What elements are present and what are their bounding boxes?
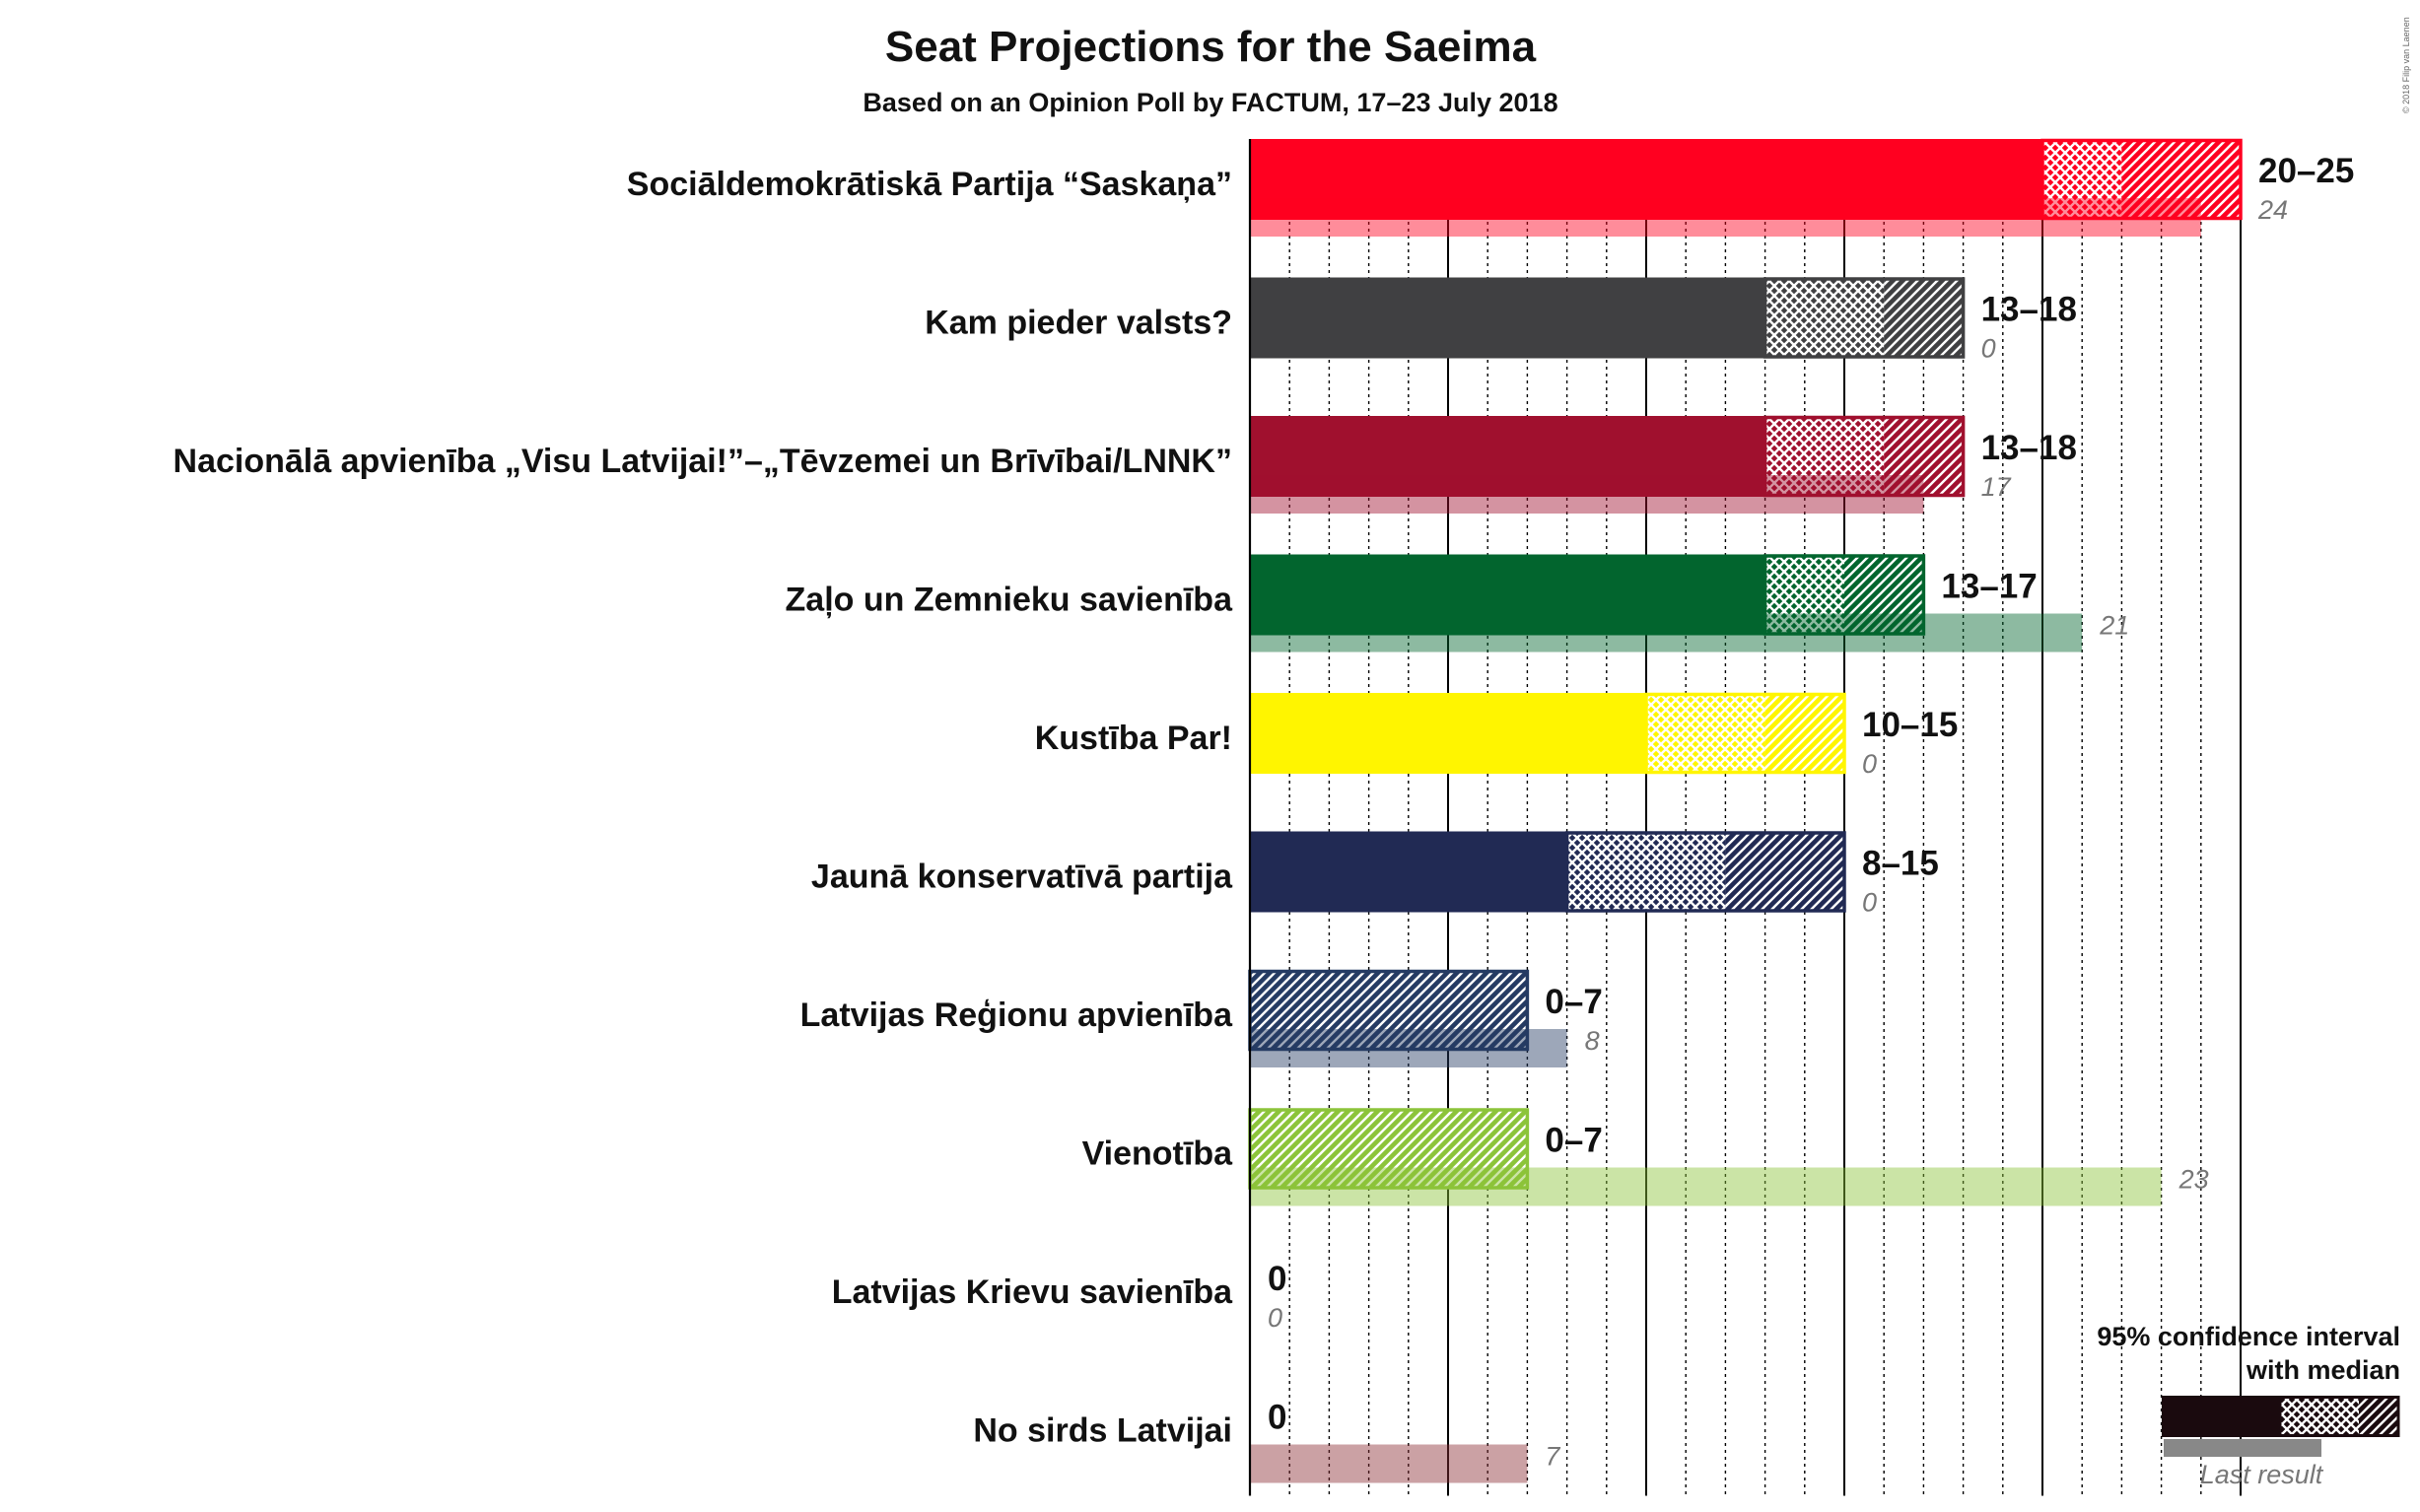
last-result-label: 8 (1585, 1026, 1600, 1056)
party-label: Kustība Par! (1035, 720, 1232, 757)
last-result-label: 7 (1545, 1442, 1560, 1472)
ci-hatch-pattern (1250, 1108, 1528, 1190)
ci-crosshatch-pattern (2042, 139, 2122, 220)
chart-title: Seat Projections for the Saeima (885, 23, 1537, 71)
last-result-bar (1250, 1167, 2162, 1206)
party-label: Jaunā konservatīvā partija (811, 859, 1233, 896)
range-label: 0–7 (1545, 983, 1602, 1021)
ci-outline (1763, 415, 1966, 498)
range-label: 20–25 (2258, 152, 2354, 190)
party-label: No sirds Latvijai (973, 1412, 1232, 1450)
last-result-label: 21 (2099, 611, 2129, 641)
ci-crosshatch-pattern (1566, 831, 1726, 913)
last-result-label: 24 (2257, 195, 2288, 225)
ci-crosshatch-pattern (1764, 554, 1844, 636)
party-rows: Sociāldemokrātiskā Partija “Saskaņa” 20–2… (173, 138, 2354, 1496)
legend-solid-swatch (2162, 1396, 2280, 1437)
party-row: Kustība Par! 10–15 0 (1035, 692, 1958, 779)
legend: 95% confidence interval with median Last… (2097, 1322, 2400, 1489)
party-row: Vienotība 0–7 23 (1082, 1108, 2209, 1206)
party-label: Latvijas Reģionu apvienība (800, 997, 1233, 1034)
range-label: 8–15 (1862, 845, 1939, 883)
ci-crosshatch-pattern (1764, 416, 1885, 497)
party-row: Jaunā konservatīvā partija 8–15 0 (811, 831, 1939, 918)
party-label: Zaļo un Zemnieku savienība (786, 582, 1234, 619)
grid-layer (1249, 139, 2242, 1496)
copyright-notice: © 2018 Filip van Laenen (2401, 17, 2411, 113)
last-result-bar (1250, 1444, 1528, 1483)
last-result-bar (1250, 198, 2201, 237)
range-label: 0 (1268, 1399, 1286, 1437)
party-label: Sociāldemokrātiskā Partija “Saskaņa” (627, 166, 1232, 203)
legend-title-line2: with median (2246, 1355, 2400, 1385)
legend-hatch-pattern (2359, 1396, 2398, 1437)
last-result-bar (1250, 613, 2083, 653)
legend-last-result-swatch (2164, 1439, 2321, 1457)
range-label: 0–7 (1545, 1122, 1602, 1160)
ci-hatch-pattern (1725, 831, 1844, 913)
ci-crosshatch-pattern (1764, 277, 1885, 359)
party-label: Vienotība (1082, 1135, 1233, 1173)
ci-hatch-pattern (1764, 693, 1844, 774)
ci-hatch-pattern (1844, 554, 1924, 636)
ci-outline (1763, 554, 1926, 636)
ci-solid-bar (1250, 693, 1646, 774)
party-label: Kam pieder valsts? (925, 305, 1232, 342)
ci-outline (2040, 138, 2243, 221)
ci-solid-bar (1250, 416, 1765, 497)
last-result-label: 0 (1862, 888, 1877, 918)
last-result-label: 17 (1981, 472, 2012, 502)
range-label: 13–17 (1941, 568, 2037, 606)
legend-crosshatch-pattern (2280, 1396, 2359, 1437)
range-label: 10–15 (1862, 706, 1958, 744)
ci-outline (1564, 831, 1846, 913)
range-label: 13–18 (1981, 291, 2077, 329)
party-row: Latvijas Krievu savienība 0 0 (832, 1260, 1287, 1333)
last-result-label: 0 (1862, 749, 1877, 779)
range-label: 0 (1268, 1260, 1286, 1298)
party-row: Nacionālā apvienība „Visu Latvijai!”–„Tē… (173, 415, 2077, 514)
ci-hatch-pattern (1250, 970, 1528, 1051)
last-result-bar (1250, 475, 1924, 514)
legend-title-line1: 95% confidence interval (2097, 1322, 2400, 1351)
last-result-label: 0 (1981, 334, 1996, 364)
ci-hatch-pattern (1884, 277, 1964, 359)
party-row: Zaļo un Zemnieku savienība 13–17 21 (786, 554, 2129, 653)
party-label: Nacionālā apvienība „Visu Latvijai!”–„Tē… (173, 443, 1232, 480)
party-label: Latvijas Krievu savienība (832, 1273, 1233, 1311)
party-row: No sirds Latvijai 0 7 (973, 1399, 1560, 1483)
chart-subtitle: Based on an Opinion Poll by FACTUM, 17–2… (863, 88, 1557, 117)
ci-outline (1763, 277, 1966, 359)
ci-hatch-pattern (1884, 416, 1964, 497)
legend-ci-outline (2278, 1396, 2400, 1437)
party-row: Sociāldemokrātiskā Partija “Saskaņa” 20–2… (627, 138, 2354, 237)
range-label: 13–18 (1981, 429, 2077, 467)
ci-hatch-pattern (2121, 139, 2241, 220)
party-row: Kam pieder valsts? 13–18 0 (925, 277, 2077, 364)
ci-solid-bar (1250, 831, 1567, 913)
ci-solid-bar (1250, 277, 1765, 359)
ci-crosshatch-pattern (1646, 693, 1765, 774)
ci-outline (1644, 692, 1846, 775)
last-result-label: 0 (1268, 1303, 1282, 1333)
last-result-label: 23 (2178, 1165, 2209, 1195)
party-row: Latvijas Reģionu apvienība 0–7 8 (800, 969, 1603, 1067)
ci-solid-bar (1250, 139, 2042, 220)
ci-solid-bar (1250, 554, 1765, 636)
legend-last-result-label: Last result (2200, 1460, 2324, 1489)
last-result-bar (1250, 1029, 1567, 1067)
